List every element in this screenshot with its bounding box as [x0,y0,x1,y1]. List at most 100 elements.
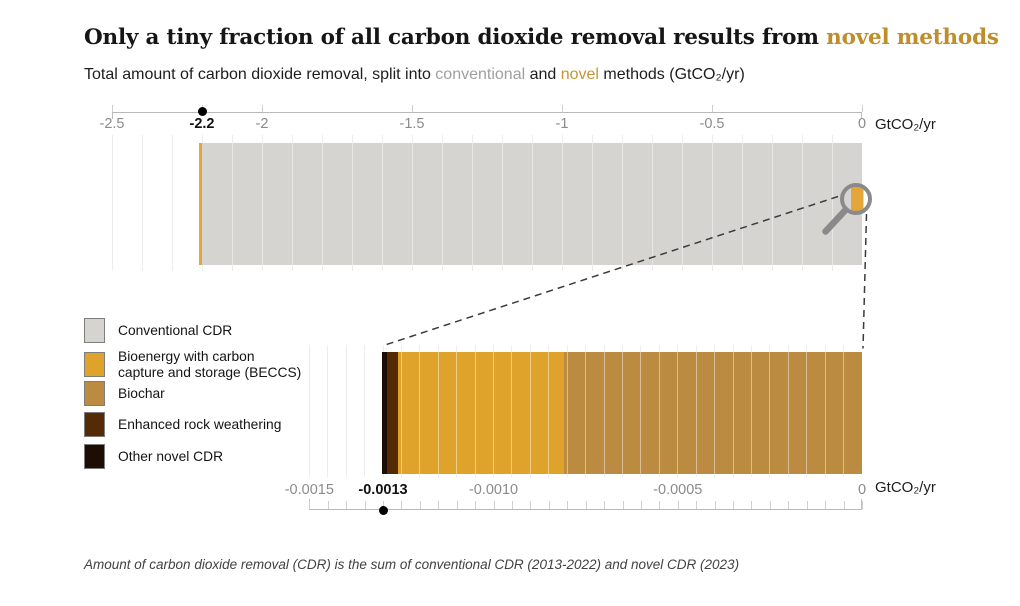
axis-line [309,509,862,510]
subtitle-unit: methods (GtCO₂/yr) [598,66,745,83]
legend-swatch-enhanced-rock-weathering [84,412,105,437]
bar-gridline-overlay [261,143,263,265]
subtitle-text: Total amount of carbon dioxide removal, … [84,66,436,83]
title-highlight-novel-methods: novel methods [826,25,999,50]
axis-tick [419,501,421,509]
axis-tick-label: -2.2 [189,115,215,132]
axis-tick [604,501,606,509]
legend-swatch-biochar [84,381,105,406]
bar-gridline-overlay [621,143,623,265]
chart-gridline [364,345,366,477]
bar-gridline-overlay [677,352,679,474]
axis-tick-label: 0 [857,482,867,498]
bar-gridline-overlay [640,352,642,474]
axis-tick [456,501,458,509]
bar-segment-novel-cdr [198,143,202,265]
bar-gridline-overlay [732,352,734,474]
bar-segment-biochar [563,352,862,474]
bar-gridline-overlay [787,352,789,474]
axis-tick-label: -0.0010 [468,482,519,498]
axis-tick [412,105,413,112]
axis-tick [862,105,863,112]
legend-label-beccs: Bioenergy with carbon capture and storage… [118,349,302,380]
legend-label-biochar: Biochar [118,385,165,401]
axis-tick [562,105,563,112]
bar-gridline-overlay [419,352,421,474]
highlight-marker-dot [197,106,207,116]
axis-unit-label: GtCO₂/yr [875,115,936,133]
axis-tick-label: -1.5 [399,115,425,132]
bar-gridline-overlay [351,143,353,265]
bar-gridline-overlay [411,143,413,265]
bar-gridline-overlay [501,143,503,265]
axis-unit-label: GtCO₂/yr [875,479,936,496]
bar-gridline-overlay [471,143,473,265]
bar-gridline-overlay [806,352,808,474]
bar-gridline-overlay [474,352,476,474]
legend-item-other-novel-cdr: Other novel CDR [84,444,223,469]
bar-gridline-overlay [714,352,716,474]
bar-segment-other-novel-cdr [381,352,387,474]
bar-gridline-overlay [831,143,833,265]
legend-item-beccs: Bioenergy with carbon capture and storage… [84,349,301,380]
bar-gridline-overlay [291,143,293,265]
bar-gridline-overlay [750,352,752,474]
chart-gridline [111,135,113,271]
highlight-marker-dot [378,505,388,515]
bar-gridline-overlay [711,143,713,265]
legend-swatch-beccs [84,352,105,377]
bar-gridline-overlay [529,352,531,474]
legend-label-enhanced-rock-weathering: Enhanced rock weathering [118,416,282,432]
axis-tick [548,501,550,509]
axis-tick-label: -2 [255,115,269,132]
axis-endcap [112,112,113,119]
subtitle-and: and [525,66,561,83]
chart-gridline [308,345,310,477]
axis-tick [640,501,642,509]
bar-gridline-overlay [622,352,623,474]
bar-segment-enhanced-rock-weathering [386,352,398,474]
axis-tick [383,501,384,509]
bar-gridline-overlay [566,352,568,474]
axis-tick [585,501,587,509]
legend-item-conventional-cdr: Conventional CDR [84,318,232,343]
axis-endcap [861,499,862,509]
axis-tick [475,501,477,509]
bar-gridline-overlay [741,143,743,265]
bar-gridline-overlay [591,143,593,265]
axis-tick [714,501,716,509]
bar-gridline-overlay [801,143,803,265]
bar-gridline-overlay [651,143,653,265]
axis-tick [659,501,661,509]
axis-tick [309,501,311,509]
bar-segment-bioenergy-with-carbon-capture-and-storage-beccs [397,352,564,474]
axis-tick [825,501,827,509]
axis-tick [346,501,348,509]
footnote: Amount of carbon dioxide removal (CDR) i… [84,557,740,572]
bar-gridline-overlay [561,143,563,265]
bar-gridline-overlay [321,143,323,265]
axis-tick [262,105,263,112]
bar-gridline-overlay [441,143,443,265]
axis-tick-label: -0.5 [699,115,725,132]
bar-gridline-overlay [231,143,233,265]
bar-gridline-overlay [843,352,845,474]
axis-tick-label: -0.0005 [653,482,703,498]
bar-gridline-overlay [511,352,513,474]
chart-gridline [345,345,347,477]
subtitle-novel: novel [560,66,599,83]
bar-gridline-overlay [769,352,771,474]
axis-tick [530,501,532,509]
axis-tick [696,501,698,509]
axis-tick [733,501,735,509]
bar-gridline-overlay [771,143,773,265]
bar-gridline-overlay [456,352,458,474]
bar-gridline-overlay [531,143,533,265]
bar-gridline-overlay [437,352,439,474]
bar-gridline-overlay [493,352,495,474]
subtitle-conventional: conventional [435,66,526,83]
bar-gridline-overlay [400,352,402,474]
chart-subtitle: Total amount of carbon dioxide removal, … [84,66,745,84]
legend-label-other-novel-cdr: Other novel CDR [118,448,224,464]
